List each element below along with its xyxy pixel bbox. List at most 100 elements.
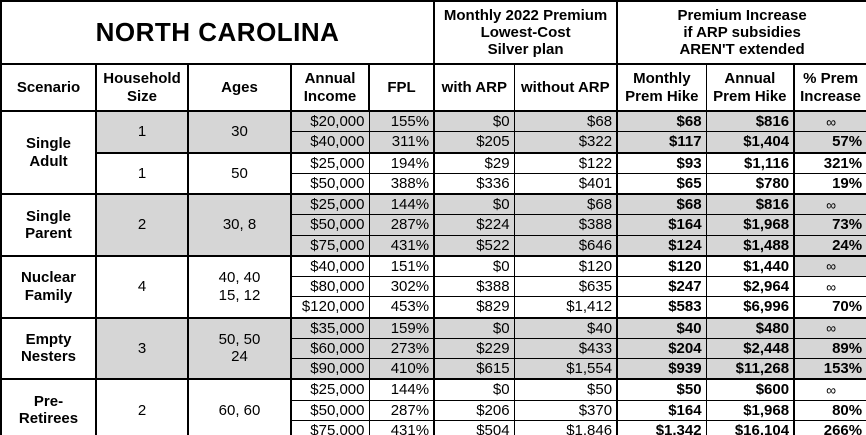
monthly-hike-cell: $247: [616, 275, 707, 298]
income-cell: $40,000: [290, 131, 370, 153]
pct-increase-cell: ∞: [793, 193, 866, 216]
income-cell: $50,000: [290, 172, 370, 195]
monthly-hike-cell: $40: [616, 316, 707, 339]
without-arp-cell: $388: [513, 214, 619, 236]
fpl-cell: 144%: [368, 193, 436, 216]
pct-increase-cell: ∞: [793, 378, 866, 401]
pct-increase-cell: 57%: [793, 131, 866, 153]
with-arp-cell: $522: [433, 234, 515, 257]
with-arp-cell: $336: [433, 172, 515, 195]
with-arp-cell: $206: [433, 399, 515, 421]
annual-hike-cell: $1,404: [705, 131, 796, 153]
without-arp-cell: $40: [513, 316, 619, 339]
pct-increase-cell: ∞: [793, 254, 866, 277]
monthly-hike-cell: $124: [616, 234, 707, 257]
pct-increase-cell: 153%: [793, 358, 866, 380]
annual-hike-cell: $11,268: [705, 358, 796, 380]
with-arp-cell: $205: [433, 131, 515, 153]
with-arp-cell: $224: [433, 214, 515, 236]
income-cell: $75,000: [290, 234, 370, 257]
income-cell: $50,000: [290, 399, 370, 421]
column-header-scenario: Scenario: [0, 63, 97, 112]
income-cell: $25,000: [290, 378, 370, 401]
without-arp-cell: $635: [513, 275, 619, 298]
fpl-cell: 431%: [368, 234, 436, 257]
without-arp-cell: $1,846: [513, 419, 619, 435]
annual-hike-cell: $16,104: [705, 419, 796, 435]
with-arp-cell: $829: [433, 296, 515, 318]
table-row: $120,000 453% $829 $1,412 $583 $6,996 70%: [1, 296, 866, 318]
fpl-cell: 144%: [368, 378, 436, 401]
income-cell: $40,000: [290, 254, 370, 277]
annual-hike-cell: $1,116: [705, 151, 796, 174]
with-arp-cell: $29: [433, 151, 515, 174]
fpl-cell: 194%: [368, 151, 436, 174]
monthly-hike-cell: $93: [616, 151, 707, 174]
with-arp-cell: $0: [433, 254, 515, 277]
with-arp-cell: $504: [433, 419, 515, 435]
without-arp-cell: $370: [513, 399, 619, 421]
monthly-hike-cell: $1,342: [616, 419, 707, 435]
fpl-cell: 287%: [368, 214, 436, 236]
household-size-cell: 4: [95, 254, 189, 318]
pct-increase-cell: ∞: [793, 316, 866, 339]
scenario-cell: Single Adult: [0, 110, 97, 195]
without-arp-cell: $1,412: [513, 296, 619, 318]
pct-increase-cell: ∞: [793, 110, 866, 133]
annual-hike-cell: $816: [705, 110, 796, 133]
without-arp-cell: $50: [513, 378, 619, 401]
without-arp-cell: $68: [513, 193, 619, 216]
ages-cell: 50: [187, 151, 292, 195]
scenario-cell: Single Parent: [0, 193, 97, 257]
annual-hike-cell: $816: [705, 193, 796, 216]
column-header-monthly-prem-hike: Monthly Prem Hike: [616, 63, 707, 112]
without-arp-cell: $646: [513, 234, 619, 257]
with-arp-cell: $0: [433, 193, 515, 216]
fpl-cell: 302%: [368, 275, 436, 298]
scenario-cell: Nuclear Family: [0, 254, 97, 318]
household-size-cell: 2: [95, 193, 189, 257]
with-arp-cell: $0: [433, 316, 515, 339]
with-arp-cell: $615: [433, 358, 515, 380]
column-header-annual-income: Annual Income: [290, 63, 370, 112]
column-header-without-arp: without ARP: [513, 63, 619, 112]
monthly-hike-cell: $50: [616, 378, 707, 401]
pct-increase-cell: 73%: [793, 214, 866, 236]
without-arp-cell: $433: [513, 337, 619, 360]
household-size-cell: 3: [95, 316, 189, 380]
monthly-hike-cell: $939: [616, 358, 707, 380]
income-cell: $25,000: [290, 193, 370, 216]
income-cell: $25,000: [290, 151, 370, 174]
monthly-hike-cell: $164: [616, 214, 707, 236]
annual-hike-cell: $6,996: [705, 296, 796, 318]
ages-cell: 30, 8: [187, 193, 292, 257]
monthly-hike-cell: $583: [616, 296, 707, 318]
ages-cell: 30: [187, 110, 292, 153]
ages-cell: 40, 40 15, 12: [187, 254, 292, 318]
column-header-ages: Ages: [187, 63, 292, 112]
fpl-cell: 273%: [368, 337, 436, 360]
table-row: $60,000 273% $229 $433 $204 $2,448 89%: [1, 337, 866, 360]
monthly-hike-cell: $68: [616, 193, 707, 216]
table-row: Empty Nesters 3 50, 50 24 $35,000 159% $0 $40 $…: [0, 316, 866, 380]
household-size-cell: 1: [95, 151, 189, 195]
table-row: $80,000 302% $388 $635 $247 $2,964 ∞: [1, 275, 866, 298]
pct-increase-cell: 24%: [793, 234, 866, 257]
table-row: Single Parent 2 30, 8 $25,000 144% $0 $68 $68 $8…: [0, 193, 866, 257]
fpl-cell: 311%: [368, 131, 436, 153]
monthly-hike-cell: $164: [616, 399, 707, 421]
table-row: $50,000 388% $336 $401 $65 $780 19%: [1, 172, 866, 195]
income-cell: $20,000: [290, 110, 370, 133]
fpl-cell: 453%: [368, 296, 436, 318]
state-title: NORTH CAROLINA: [0, 0, 436, 65]
with-arp-cell: $229: [433, 337, 515, 360]
income-cell: $120,000: [290, 296, 370, 318]
without-arp-cell: $1,554: [513, 358, 619, 380]
with-arp-cell: $0: [433, 378, 515, 401]
income-cell: $60,000: [290, 337, 370, 360]
annual-hike-cell: $1,440: [705, 254, 796, 277]
income-cell: $80,000: [290, 275, 370, 298]
income-cell: $50,000: [290, 214, 370, 236]
pct-increase-cell: 70%: [793, 296, 866, 318]
